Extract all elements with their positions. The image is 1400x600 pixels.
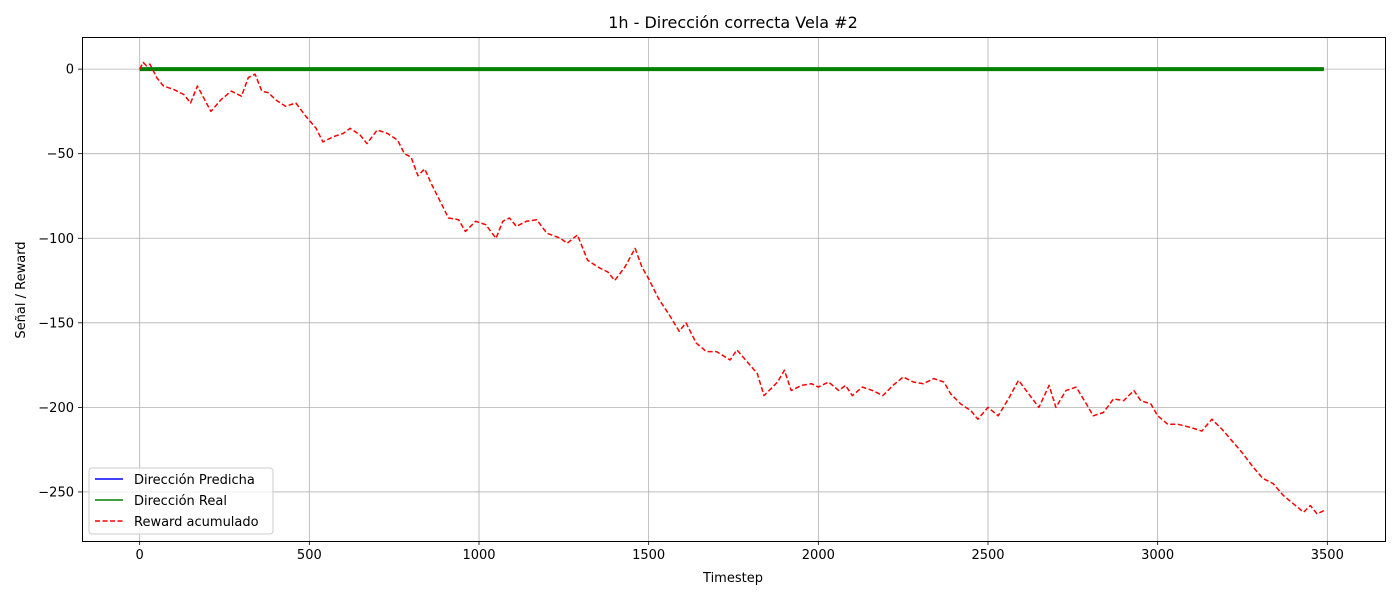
y-axis-title: Señal / Reward xyxy=(14,241,29,338)
x-tick-label: 2000 xyxy=(802,548,835,563)
legend-label-reward: Reward acumulado xyxy=(134,515,259,530)
y-tick-label: 0 xyxy=(66,63,74,78)
legend: Dirección Predicha Dirección Real Reward… xyxy=(88,467,274,535)
plot-series xyxy=(139,61,1325,515)
y-axis-ticks: 0 −50 −100 −150 −200 −250 xyxy=(38,63,82,500)
series-line-reward-acumulado xyxy=(139,61,1325,515)
y-tick-label: −250 xyxy=(38,485,74,500)
x-tick-label: 0 xyxy=(136,548,144,563)
plot-frame xyxy=(82,37,1386,542)
x-tick-label: 1500 xyxy=(632,548,665,563)
y-tick-label: −50 xyxy=(47,147,74,162)
legend-label-predicha: Dirección Predicha xyxy=(134,473,255,488)
legend-label-real: Dirección Real xyxy=(134,494,227,509)
x-tick-label: 3000 xyxy=(1141,548,1174,563)
y-tick-label: −200 xyxy=(38,401,74,416)
x-tick-label: 3500 xyxy=(1311,548,1344,563)
x-tick-label: 2500 xyxy=(971,548,1004,563)
y-tick-label: −150 xyxy=(38,316,74,331)
chart-title: 1h - Dirección correcta Vela #2 xyxy=(608,13,858,32)
x-tick-label: 500 xyxy=(297,548,322,563)
x-axis-ticks: 0 500 1000 1500 2000 2500 3000 3500 xyxy=(136,541,1344,563)
x-axis-title: Timestep xyxy=(702,571,763,586)
legend-box xyxy=(88,467,274,535)
y-tick-label: −100 xyxy=(38,232,74,247)
x-tick-label: 1000 xyxy=(462,548,495,563)
